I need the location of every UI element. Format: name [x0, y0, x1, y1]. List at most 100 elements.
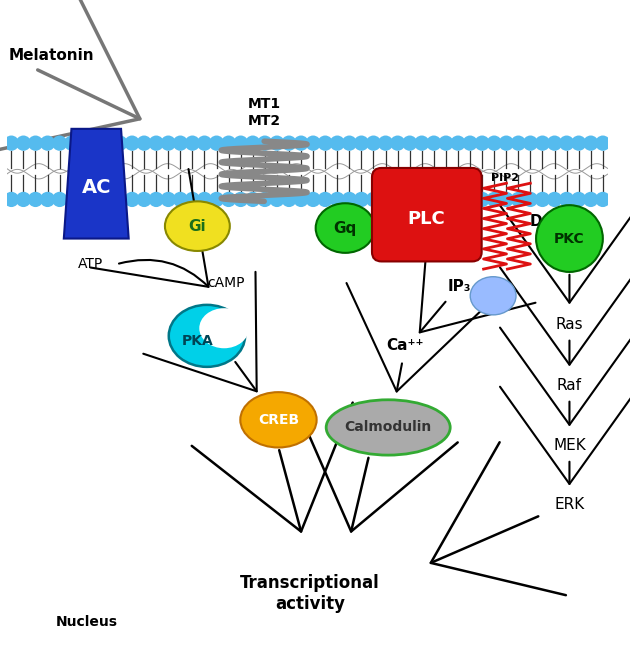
Circle shape	[124, 136, 140, 151]
Circle shape	[197, 192, 212, 207]
Circle shape	[354, 192, 369, 207]
Circle shape	[100, 136, 115, 151]
Circle shape	[112, 136, 128, 151]
Circle shape	[173, 136, 188, 151]
Circle shape	[185, 136, 200, 151]
Circle shape	[257, 136, 272, 151]
Ellipse shape	[169, 305, 245, 367]
Ellipse shape	[316, 203, 375, 253]
Circle shape	[221, 192, 236, 207]
Circle shape	[329, 192, 345, 207]
Circle shape	[523, 192, 538, 207]
Circle shape	[450, 136, 466, 151]
Circle shape	[64, 192, 79, 207]
Circle shape	[269, 192, 285, 207]
Circle shape	[414, 192, 430, 207]
Circle shape	[523, 136, 538, 151]
Circle shape	[100, 192, 115, 207]
Text: AC: AC	[81, 178, 111, 198]
Text: PKA: PKA	[181, 334, 213, 348]
Circle shape	[149, 136, 164, 151]
Text: PLC: PLC	[408, 210, 445, 229]
Text: ATP: ATP	[78, 257, 103, 271]
Text: ERK: ERK	[554, 497, 585, 512]
Circle shape	[28, 136, 43, 151]
Text: Ca⁺⁺: Ca⁺⁺	[387, 338, 424, 353]
Circle shape	[52, 136, 67, 151]
Circle shape	[366, 192, 381, 207]
Circle shape	[318, 136, 333, 151]
Text: IP₃: IP₃	[448, 279, 471, 294]
Circle shape	[112, 192, 128, 207]
Circle shape	[378, 136, 393, 151]
Circle shape	[595, 136, 610, 151]
Circle shape	[4, 192, 19, 207]
Circle shape	[498, 192, 514, 207]
Circle shape	[378, 192, 393, 207]
Circle shape	[462, 192, 478, 207]
Circle shape	[583, 192, 598, 207]
Circle shape	[390, 136, 405, 151]
Circle shape	[341, 136, 357, 151]
Circle shape	[245, 192, 260, 207]
Circle shape	[571, 136, 587, 151]
Circle shape	[462, 136, 478, 151]
Circle shape	[137, 136, 152, 151]
Circle shape	[547, 136, 562, 151]
Circle shape	[414, 136, 430, 151]
Circle shape	[595, 192, 610, 207]
Circle shape	[233, 192, 248, 207]
Circle shape	[306, 136, 321, 151]
Circle shape	[474, 136, 490, 151]
Circle shape	[402, 192, 417, 207]
Circle shape	[438, 136, 454, 151]
Circle shape	[535, 192, 550, 207]
Circle shape	[4, 136, 19, 151]
Ellipse shape	[240, 392, 317, 448]
Circle shape	[559, 192, 575, 207]
Circle shape	[583, 136, 598, 151]
Text: Ras: Ras	[556, 317, 583, 332]
Circle shape	[245, 136, 260, 151]
Circle shape	[88, 192, 103, 207]
Text: CREB: CREB	[258, 413, 299, 427]
Circle shape	[124, 192, 140, 207]
Circle shape	[571, 192, 587, 207]
Circle shape	[40, 136, 55, 151]
Text: cAMP: cAMP	[207, 277, 244, 291]
Circle shape	[341, 192, 357, 207]
Circle shape	[269, 136, 285, 151]
Text: Gq: Gq	[334, 221, 357, 235]
Circle shape	[197, 136, 212, 151]
Circle shape	[52, 192, 67, 207]
Circle shape	[282, 192, 297, 207]
Circle shape	[511, 136, 526, 151]
Circle shape	[547, 192, 562, 207]
Circle shape	[559, 136, 575, 151]
FancyBboxPatch shape	[372, 168, 482, 261]
Text: PKC: PKC	[554, 231, 585, 245]
Circle shape	[282, 136, 297, 151]
Circle shape	[329, 136, 345, 151]
Circle shape	[511, 192, 526, 207]
Text: Calmodulin: Calmodulin	[345, 420, 432, 434]
Circle shape	[88, 136, 103, 151]
Circle shape	[185, 192, 200, 207]
Circle shape	[137, 192, 152, 207]
Ellipse shape	[199, 308, 249, 348]
Circle shape	[438, 192, 454, 207]
Circle shape	[486, 136, 502, 151]
Circle shape	[16, 136, 31, 151]
Circle shape	[402, 136, 417, 151]
Circle shape	[318, 192, 333, 207]
Circle shape	[161, 192, 176, 207]
Circle shape	[450, 192, 466, 207]
Text: MEK: MEK	[553, 438, 586, 453]
Circle shape	[149, 192, 164, 207]
Text: Gi: Gi	[188, 219, 206, 233]
Circle shape	[427, 136, 442, 151]
Polygon shape	[64, 129, 129, 239]
Circle shape	[390, 192, 405, 207]
Ellipse shape	[165, 201, 230, 251]
Circle shape	[354, 136, 369, 151]
